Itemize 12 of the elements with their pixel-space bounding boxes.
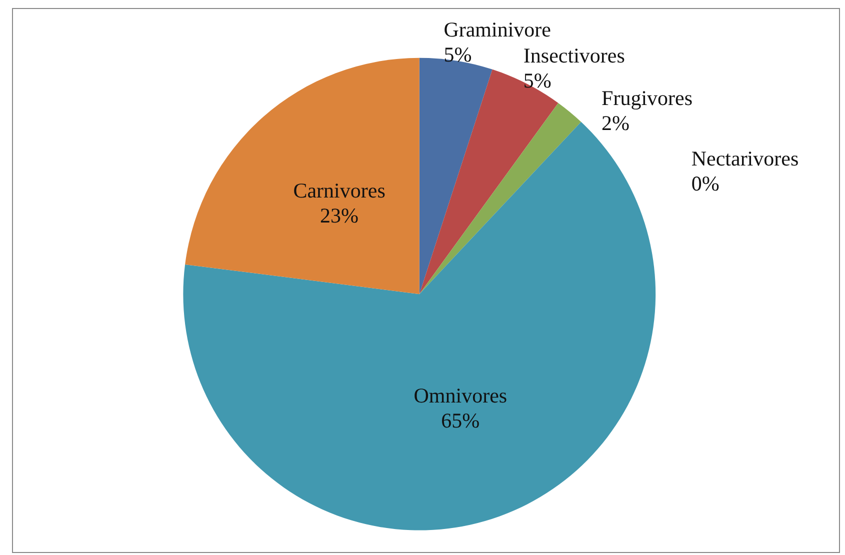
slice-label: Insectivores (523, 44, 625, 68)
data-label: 65% (441, 408, 480, 433)
slice-label: Frugivores (602, 86, 693, 110)
text: 0% (691, 171, 720, 196)
data-label: 5% (523, 68, 552, 93)
category-label: Nectarivores (691, 146, 799, 170)
data-label: 23% (320, 204, 359, 228)
data-label: 2% (602, 111, 630, 136)
slice-label: Omnivores (414, 384, 508, 408)
data-label: 5% (444, 42, 472, 66)
slice-label: Graminivore (444, 17, 551, 42)
slice-label: Carnivores (293, 178, 386, 203)
